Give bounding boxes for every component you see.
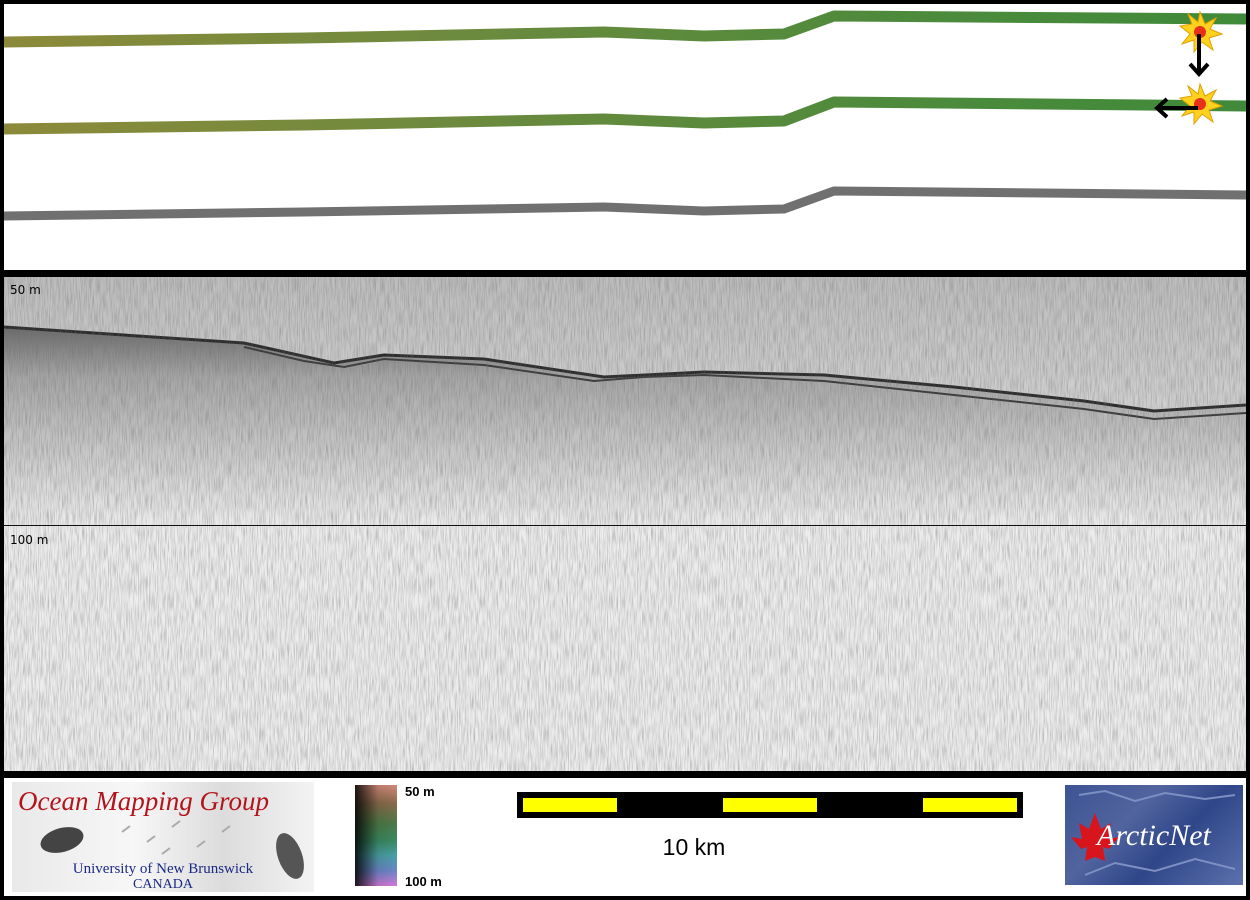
swath-track-backscatter [4,186,1246,221]
scale-segment [923,798,1017,812]
scale-segment [723,798,817,812]
starburst-marker-icon [1178,10,1224,54]
scale-segment [523,798,617,812]
depth-colorbar [355,785,397,886]
subbottom-profile-panel: 50 m 100 m [4,277,1246,771]
colorbar-bottom-label: 100 m [405,874,442,889]
colorbar-top-label: 50 m [405,784,435,799]
depth-divider-line [4,525,1246,526]
ocean-mapping-group-logo: Ocean Mapping Group University of New Br… [12,782,314,892]
echogram-noise [4,277,1246,771]
swath-track-middle [4,96,1246,135]
scale-bar [517,792,1023,818]
depth-label-100m: 100 m [10,533,49,547]
swath-track-upper [4,10,1246,48]
ocean-logo-university: University of New Brunswick [72,861,254,877]
scale-label: 10 km [662,834,726,860]
swath-tracks [4,10,1246,221]
ocean-logo-country: CANADA [133,877,193,892]
maple-leaf-icon [1071,789,1236,876]
sonar-vessel-icon [40,820,304,879]
arcticnet-logo-text: ArcticNet [1097,819,1211,852]
swath-map-panel [4,4,1246,270]
depth-label-50m: 50 m [10,283,41,297]
footer-panel: Ocean Mapping Group University of New Br… [4,778,1246,896]
arcticnet-logo: ArcticNet [1065,785,1243,885]
profile-echogram [4,277,1246,771]
arrow-down-icon [1188,34,1210,77]
arrow-left-icon [1154,97,1198,119]
ocean-logo-title: Ocean Mapping Group [18,786,269,816]
